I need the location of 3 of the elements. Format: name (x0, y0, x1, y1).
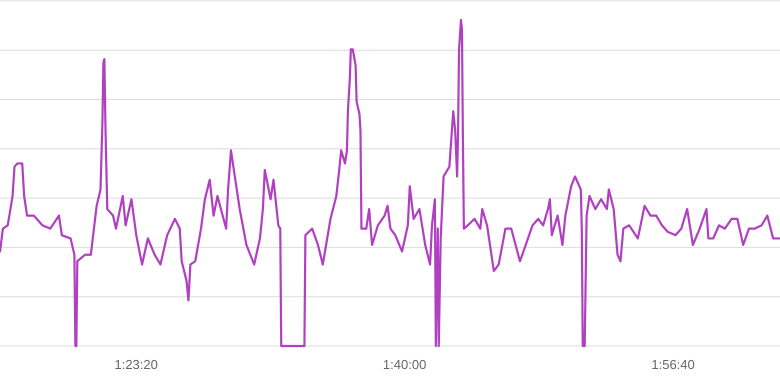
x-tick-label: 1:40:00 (382, 357, 426, 372)
x-tick-label: 1:56:40 (651, 357, 695, 372)
x-tick-label: 1:23:20 (114, 357, 158, 372)
